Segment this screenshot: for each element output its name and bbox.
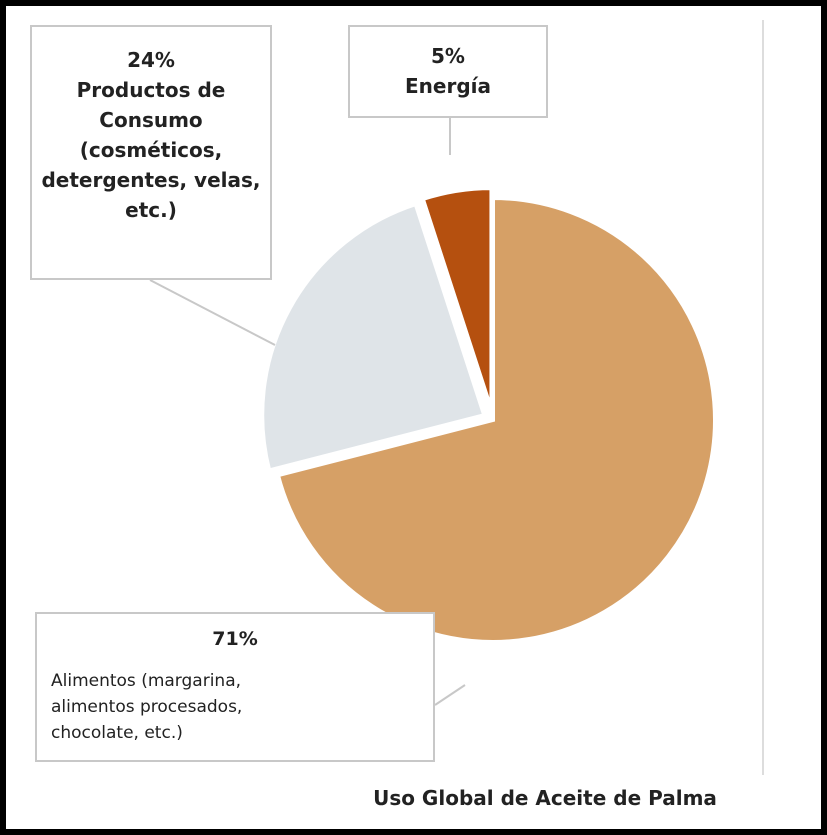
label-box: 71% Alimentos (margarina, alimentos proc… — [35, 612, 435, 762]
leader-line — [434, 684, 466, 706]
value-label: 24% — [127, 48, 175, 72]
leader-line — [149, 279, 276, 346]
category-label: Alimentos (margarina, alimentos procesad… — [51, 671, 243, 743]
value-label: 71% — [212, 628, 258, 650]
pie-slice — [420, 186, 494, 411]
chart-title: Uso Global de Aceite de Palma — [373, 786, 717, 810]
pie-slice — [260, 201, 487, 473]
label-box: 24% Productos de Consumo (cosméticos, de… — [30, 25, 272, 280]
category-label: Energía — [405, 74, 491, 98]
value-label: 5% — [431, 44, 465, 68]
pie-slice — [275, 195, 717, 644]
category-label: Productos de Consumo (cosméticos, deterg… — [41, 78, 261, 222]
label-box: 5% Energía — [348, 25, 548, 118]
